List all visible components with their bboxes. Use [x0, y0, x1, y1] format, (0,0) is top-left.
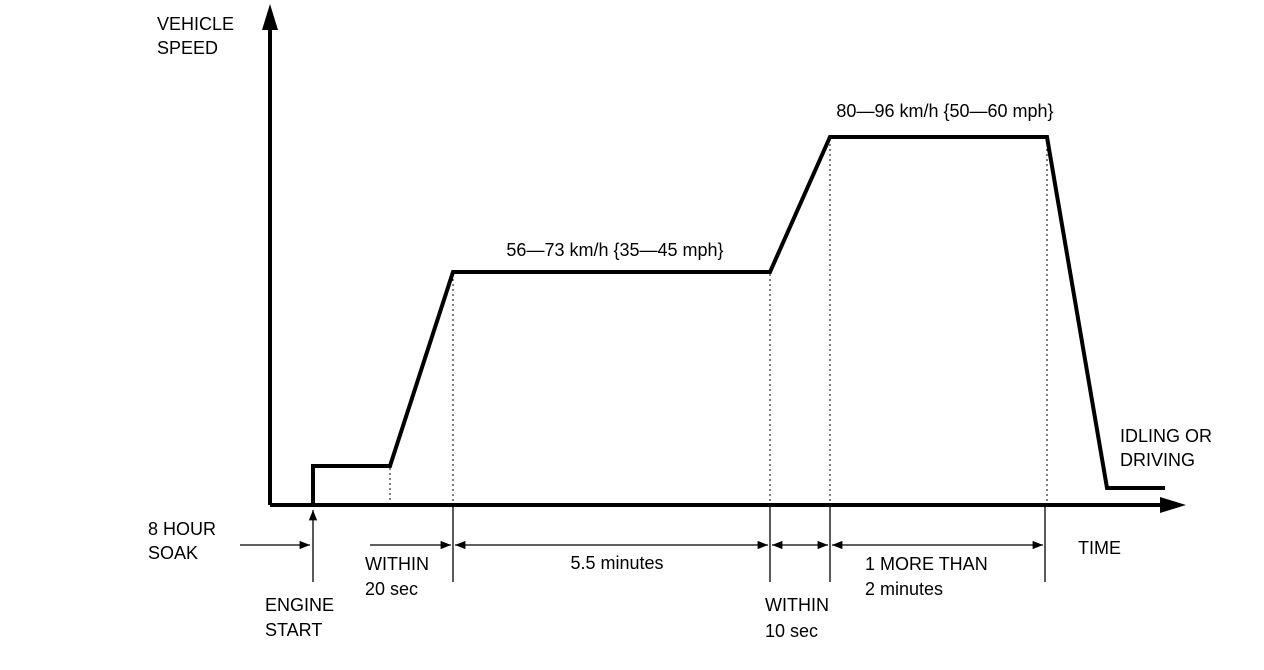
soak-label: 8 HOUR — [148, 519, 216, 539]
end-label: DRIVING — [1120, 450, 1195, 470]
duration-label: 1 MORE THAN — [865, 554, 988, 574]
duration-label: WITHIN — [365, 554, 429, 574]
engine-start-label: START — [265, 620, 322, 640]
duration-label: WITHIN — [765, 595, 829, 615]
duration-label: 20 sec — [365, 579, 418, 599]
end-label: IDLING OR — [1120, 426, 1212, 446]
speed-label: 56—73 km/h {35—45 mph} — [506, 240, 723, 260]
guides — [389, 139, 1048, 503]
duration-label: 10 sec — [765, 621, 818, 641]
soak-label: SOAK — [148, 543, 198, 563]
time-markers — [240, 507, 1046, 582]
y-axis-arrow — [262, 4, 278, 30]
x-axis-arrow — [1160, 497, 1186, 513]
y-label: VEHICLE — [157, 14, 234, 34]
speed-profile — [311, 135, 1165, 505]
x-label: TIME — [1078, 538, 1121, 558]
duration-label: 5.5 minutes — [570, 553, 663, 573]
engine-start-label: ENGINE — [265, 595, 334, 615]
duration-label: 2 minutes — [865, 579, 943, 599]
y-label: SPEED — [157, 38, 218, 58]
speed-label: 80—96 km/h {50—60 mph} — [836, 101, 1053, 121]
